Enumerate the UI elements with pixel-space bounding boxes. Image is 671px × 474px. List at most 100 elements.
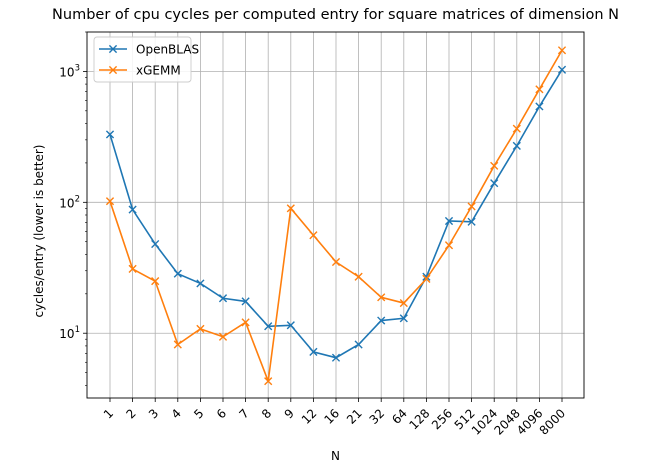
x-tick-label: 8000 <box>537 406 568 437</box>
x-tick-label: 7 <box>236 406 251 421</box>
data-point <box>399 298 408 308</box>
legend-label: xGEMM <box>136 64 181 78</box>
x-tick-label: 128 <box>406 406 432 432</box>
data-point <box>512 141 521 150</box>
marker-stroke <box>331 353 341 362</box>
data-point <box>151 277 160 286</box>
data-point <box>128 264 137 273</box>
marker-stroke <box>196 324 205 333</box>
marker-stroke <box>309 231 318 240</box>
y-tick-label: 101 <box>59 325 80 341</box>
data-point <box>557 46 567 55</box>
series-OpenBLAS <box>105 65 567 362</box>
marker-stroke <box>444 216 454 226</box>
marker-stroke <box>467 217 476 226</box>
marker-stroke <box>557 65 567 74</box>
data-point <box>241 318 250 327</box>
x-tick-label: 2 <box>123 406 138 421</box>
data-point <box>286 321 295 330</box>
data-point <box>196 279 205 288</box>
data-point <box>377 293 386 302</box>
marker-stroke <box>128 205 137 214</box>
marker-stroke <box>331 257 341 267</box>
data-point <box>512 124 521 133</box>
marker-stroke <box>241 318 250 327</box>
x-tick-label: 32 <box>367 406 388 427</box>
data-point <box>151 239 160 249</box>
data-point <box>422 274 431 283</box>
marker-stroke <box>151 277 160 286</box>
data-point <box>173 269 182 278</box>
x-tick-label: 256 <box>429 406 455 432</box>
data-point <box>535 102 544 111</box>
y-axis-ticks: 101 102 103 <box>59 31 87 386</box>
marker-stroke <box>264 377 273 386</box>
marker-stroke <box>151 239 160 249</box>
data-point <box>557 65 567 74</box>
marker-stroke <box>173 269 182 278</box>
plot-frame <box>86 31 585 399</box>
marker-stroke <box>557 46 567 55</box>
legend-marker <box>108 44 118 54</box>
marker-stroke <box>467 202 476 211</box>
data-point <box>377 316 386 325</box>
chart-title: Number of cpu cycles per computed entry … <box>52 7 619 23</box>
x-tick-label: 9 <box>282 406 297 421</box>
data-point <box>264 322 273 331</box>
data-point <box>264 377 273 386</box>
marker-stroke <box>444 241 454 250</box>
marker-stroke <box>490 161 499 170</box>
marker-stroke <box>286 321 295 330</box>
data-point <box>444 241 454 250</box>
marker-stroke <box>354 272 363 281</box>
marker-stroke <box>286 204 295 213</box>
marker-stroke <box>377 316 386 325</box>
data-point <box>105 197 115 206</box>
data-point <box>196 324 205 333</box>
marker-stroke <box>535 85 544 94</box>
data-point <box>490 179 499 188</box>
x-axis-ticks: 1 2 3 4 5 6 7 8 9 12 16 21 32 64128256512102420484096… <box>101 398 568 438</box>
data-point <box>286 204 295 213</box>
marker-stroke <box>399 314 408 323</box>
marker-stroke <box>105 197 115 206</box>
marker-stroke <box>490 179 499 188</box>
x-tick-label: 16 <box>321 406 342 427</box>
legend-marker <box>108 65 118 75</box>
legend: OpenBLAS xGEMM <box>93 36 199 83</box>
x-tick-label: 21 <box>344 406 365 427</box>
legend-label: OpenBLAS <box>136 43 199 57</box>
data-point <box>354 340 363 349</box>
marker-stroke <box>105 130 115 139</box>
data-point <box>309 231 318 240</box>
data-point <box>309 347 318 356</box>
marker-stroke <box>241 297 250 306</box>
x-axis-label: N <box>331 449 340 463</box>
data-point <box>467 202 476 211</box>
legend-item: OpenBLAS <box>99 43 199 57</box>
marker-stroke <box>218 332 228 341</box>
data-point <box>331 257 341 267</box>
x-tick-label: 3 <box>146 406 161 421</box>
data-point <box>399 314 408 323</box>
data-point <box>218 332 228 341</box>
legend-item: xGEMM <box>99 64 181 78</box>
marker-stroke <box>264 322 273 331</box>
grid-lines <box>87 32 584 398</box>
data-point <box>241 297 250 306</box>
data-point <box>354 272 363 281</box>
data-point <box>105 130 115 139</box>
marker-stroke <box>218 294 228 303</box>
marker-stroke <box>535 102 544 111</box>
marker-stroke <box>309 347 318 356</box>
marker-stroke <box>422 274 431 283</box>
marker-stroke <box>377 293 386 302</box>
data-point <box>444 216 454 226</box>
data-point <box>128 205 137 214</box>
data-point <box>490 161 499 170</box>
series-layer <box>105 46 567 386</box>
y-tick-label: 102 <box>59 194 80 210</box>
x-tick-label: 1 <box>101 406 116 421</box>
data-point <box>218 294 228 303</box>
marker-stroke <box>173 340 182 349</box>
